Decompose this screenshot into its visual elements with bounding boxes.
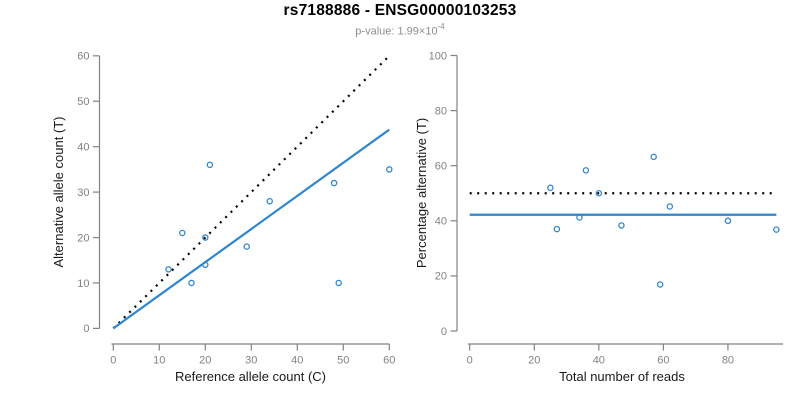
y-tick-label: 10 [77, 278, 89, 290]
x-tick-label: 60 [657, 355, 669, 367]
y-tick-label: 60 [77, 51, 89, 63]
x-axis-title: Total number of reads [559, 369, 685, 384]
fit-line [112, 128, 390, 330]
data-point [266, 197, 273, 205]
y-tick-label: 30 [77, 187, 89, 199]
x-tick-label: 10 [153, 355, 165, 367]
y-axis-title: Alternative allele count (T) [51, 116, 66, 267]
data-point [656, 281, 664, 288]
y-tick-label: 20 [77, 232, 89, 244]
x-tick-label: 80 [722, 355, 734, 367]
data-point [724, 217, 732, 225]
data-point [335, 279, 342, 287]
data-point [547, 184, 554, 191]
pvalue-text: p-value: 1.99×10 [355, 25, 438, 38]
x-axis-title: Reference allele count (C) [175, 369, 326, 384]
x-tick-label: 40 [291, 355, 303, 367]
data-point [582, 167, 590, 174]
y-tick-label: 100 [429, 50, 447, 62]
x-tick-label: 50 [337, 355, 349, 367]
data-point [650, 153, 657, 161]
pvalue-exponent: -4 [437, 22, 445, 31]
x-tick-label: 20 [199, 355, 211, 367]
data-point [618, 222, 625, 229]
data-point [202, 234, 209, 241]
y-tick-label: 40 [77, 141, 89, 153]
data-point [206, 161, 214, 169]
data-point [330, 179, 338, 187]
x-tick-label: 30 [245, 355, 257, 367]
data-point [243, 243, 250, 250]
data-point [202, 261, 209, 269]
figure-title: rs7188886 - ENSG00000103253 [283, 2, 517, 19]
x-tick-label: 40 [593, 355, 605, 367]
data-point [576, 214, 583, 221]
y-tick-label: 20 [435, 271, 447, 283]
data-point [666, 203, 674, 210]
y-tick-label: 0 [83, 323, 89, 335]
y-axis-title: Percentage alternative (T) [414, 118, 429, 268]
x-tick-label: 60 [383, 355, 395, 367]
x-tick-label: 0 [110, 355, 116, 367]
percentage-panel: 0 20 40 60 80 100 0 20 40 60 80 Total number of rea… [414, 50, 783, 384]
data-point [773, 226, 780, 233]
y-tick-label: 50 [77, 96, 89, 108]
figure-subtitle: p-value: 1.99×10-4 [0, 22, 800, 38]
y-tick-label: 40 [435, 216, 447, 228]
y-tick-label: 0 [441, 326, 447, 338]
x-tick-label: 0 [467, 355, 473, 367]
data-point [165, 266, 172, 273]
y-tick-label: 60 [435, 161, 447, 173]
data-point [595, 189, 603, 197]
data-point [188, 279, 195, 287]
identity-line [112, 55, 391, 330]
data-point [386, 166, 393, 173]
y-tick-label: 80 [435, 105, 447, 117]
data-point [179, 229, 186, 237]
data-point [553, 225, 561, 233]
allele-count-panel: 0 10 20 30 40 50 60 0 10 20 30 40 50 60 Reference alle… [51, 51, 395, 384]
x-tick-label: 20 [528, 355, 540, 367]
